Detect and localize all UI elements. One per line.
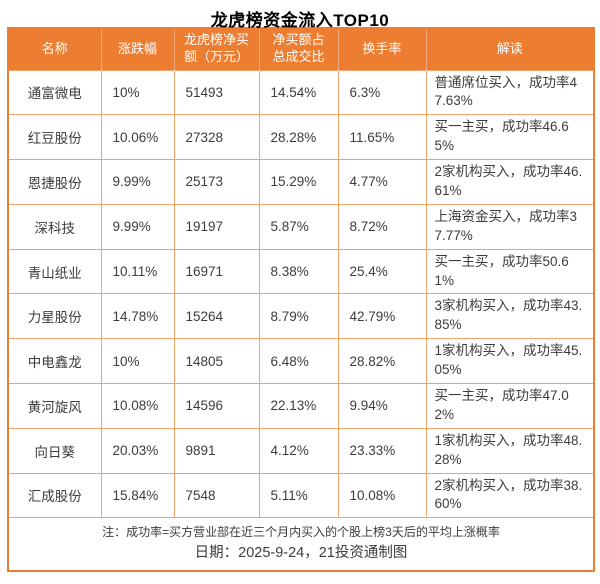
table-row: 中电鑫龙 10% 14805 6.48% 28.82% 1家机构买入，成功率45.05% — [7, 338, 595, 384]
cell-name: 通富微电 — [7, 69, 102, 116]
cell-change: 10.11% — [100, 248, 175, 295]
data-table: 名称 涨跌幅 龙虎榜净买 额（万元） 净买额占 总成交比 换手率 解读 通富微电 10% 51… — [7, 27, 595, 573]
cell-turnover: 11.65% — [337, 114, 427, 161]
cell-net_buy: 16971 — [173, 248, 260, 295]
cell-change: 10% — [100, 338, 175, 384]
cell-comment: 2家机构买入，成功率46.61% — [425, 159, 595, 205]
cell-ratio: 15.29% — [258, 159, 339, 205]
table-row: 黄河旋风 10.08% 14596 22.13% 9.94% 买一主买，成功率47.02% — [7, 382, 595, 429]
cell-ratio: 14.54% — [258, 69, 339, 116]
table-row: 通富微电 10% 51493 14.54% 6.3% 普通席位买入，成功率47.63% — [7, 69, 595, 116]
cell-change: 20.03% — [100, 427, 175, 474]
cell-net_buy: 27328 — [173, 114, 260, 161]
column-header-net_buy: 龙虎榜净买 额（万元） — [173, 28, 259, 70]
table-row: 汇成股份 15.84% 7548 5.11% 10.08% 2家机构买入，成功率38.60… — [7, 472, 595, 519]
cell-comment: 普通席位买入，成功率47.63% — [425, 69, 595, 116]
table-row: 深科技 9.99% 19197 5.87% 8.72% 上海资金买入，成功率37.77% — [7, 203, 595, 250]
cell-net_buy: 19197 — [173, 203, 260, 250]
note-cell: 注：成功率=买方营业部在近三个月内买入的个股上榜3天后的平均上涨概率 日期：20… — [8, 517, 594, 572]
cell-ratio: 4.12% — [258, 427, 339, 474]
cell-comment: 买一主买，成功率50.61% — [425, 248, 595, 295]
cell-change: 9.99% — [100, 203, 175, 250]
cell-change: 15.84% — [100, 472, 175, 519]
cell-net_buy: 9891 — [173, 427, 260, 474]
cell-turnover: 23.33% — [337, 427, 427, 474]
cell-name: 力星股份 — [7, 293, 102, 340]
cell-name: 中电鑫龙 — [7, 338, 102, 384]
cell-net_buy: 15264 — [173, 293, 260, 340]
date-credit: 日期：2025-9-24，21投资通制图 — [194, 545, 408, 562]
table-body: 通富微电 10% 51493 14.54% 6.3% 普通席位买入，成功率47.63% 红豆… — [7, 69, 595, 519]
cell-name: 汇成股份 — [7, 472, 102, 519]
cell-change: 10.08% — [100, 382, 175, 429]
cell-change: 10.06% — [100, 114, 175, 161]
column-header-ratio: 净买额占 总成交比 — [258, 28, 338, 70]
table-row: 向日葵 20.03% 9891 4.12% 23.33% 1家机构买入，成功率48.28% — [7, 427, 595, 474]
cell-comment: 1家机构买入，成功率45.05% — [425, 338, 595, 384]
cell-name: 深科技 — [7, 203, 102, 250]
cell-ratio: 5.87% — [258, 203, 339, 250]
cell-change: 14.78% — [100, 293, 175, 340]
cell-turnover: 25.4% — [337, 248, 427, 295]
cell-comment: 买一主买，成功率47.02% — [425, 382, 595, 429]
cell-change: 10% — [100, 69, 175, 116]
cell-turnover: 4.77% — [337, 159, 427, 205]
cell-name: 青山纸业 — [7, 248, 102, 295]
cell-change: 9.99% — [100, 159, 175, 205]
cell-comment: 买一主买，成功率46.65% — [425, 114, 595, 161]
header-row: 名称 涨跌幅 龙虎榜净买 额（万元） 净买额占 总成交比 换手率 解读 — [8, 28, 594, 70]
cell-comment: 2家机构买入，成功率38.60% — [425, 472, 595, 519]
cell-ratio: 5.11% — [258, 472, 339, 519]
cell-net_buy: 7548 — [173, 472, 260, 519]
cell-comment: 上海资金买入，成功率37.77% — [425, 203, 595, 250]
cell-ratio: 6.48% — [258, 338, 339, 384]
cell-net_buy: 14596 — [173, 382, 260, 429]
table-header: 名称 涨跌幅 龙虎榜净买 额（万元） 净买额占 总成交比 换手率 解读 — [8, 28, 594, 70]
table-footer: 注：成功率=买方营业部在近三个月内买入的个股上榜3天后的平均上涨概率 日期：20… — [8, 517, 594, 572]
cell-name: 红豆股份 — [7, 114, 102, 161]
table-row: 恩捷股份 9.99% 25173 15.29% 4.77% 2家机构买入，成功率46.61… — [7, 159, 595, 205]
cell-turnover: 8.72% — [337, 203, 427, 250]
top10-table: 名称 涨跌幅 龙虎榜净买 额（万元） 净买额占 总成交比 换手率 解读 通富微电 10% 51… — [7, 27, 595, 573]
column-header-change: 涨跌幅 — [100, 28, 174, 70]
cell-name: 向日葵 — [7, 427, 102, 474]
table-row: 青山纸业 10.11% 16971 8.38% 25.4% 买一主买，成功率50.61% — [7, 248, 595, 295]
column-header-name: 名称 — [8, 28, 101, 70]
cell-net_buy: 14805 — [173, 338, 260, 384]
cell-ratio: 8.79% — [258, 293, 339, 340]
cell-turnover: 42.79% — [337, 293, 427, 340]
cell-ratio: 8.38% — [258, 248, 339, 295]
cell-turnover: 10.08% — [337, 472, 427, 519]
cell-ratio: 22.13% — [258, 382, 339, 429]
note-row: 注：成功率=买方营业部在近三个月内买入的个股上榜3天后的平均上涨概率 日期：20… — [8, 517, 594, 572]
cell-comment: 1家机构买入，成功率48.28% — [425, 427, 595, 474]
column-header-comment: 解读 — [425, 28, 594, 70]
cell-name: 黄河旋风 — [7, 382, 102, 429]
table-row: 力星股份 14.78% 15264 8.79% 42.79% 3家机构买入，成功率43.8… — [7, 293, 595, 340]
cell-turnover: 9.94% — [337, 382, 427, 429]
cell-net_buy: 51493 — [173, 69, 260, 116]
cell-turnover: 28.82% — [337, 338, 427, 384]
page-title: 龙虎榜资金流入TOP10 — [210, 11, 390, 30]
cell-name: 恩捷股份 — [7, 159, 102, 205]
column-header-turnover: 换手率 — [337, 28, 426, 70]
table-row: 红豆股份 10.06% 27328 28.28% 11.65% 买一主买，成功率46.65… — [7, 114, 595, 161]
success-rate-note: 注：成功率=买方营业部在近三个月内买入的个股上榜3天后的平均上涨概率 — [102, 525, 500, 540]
cell-comment: 3家机构买入，成功率43.85% — [425, 293, 595, 340]
cell-turnover: 6.3% — [337, 69, 427, 116]
cell-ratio: 28.28% — [258, 114, 339, 161]
cell-net_buy: 25173 — [173, 159, 260, 205]
